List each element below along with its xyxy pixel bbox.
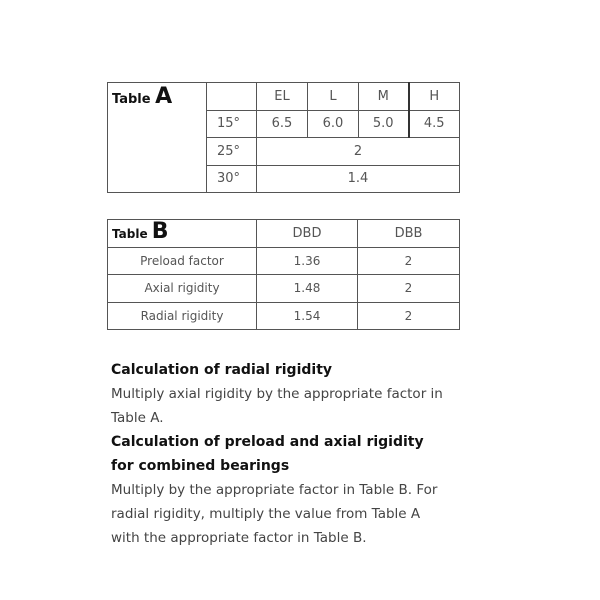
table-row: 15° 6.5 6.0 5.0 4.5 xyxy=(108,109,460,138)
cell: 1.54 xyxy=(256,301,358,330)
heading-radial-rigidity: Calculation of radial rigidity xyxy=(111,362,333,378)
table-b: Table B DBD DBB Preload factor 1.36 2 Ax… xyxy=(107,219,460,330)
angle-cell: 25° xyxy=(206,137,257,166)
angle-cell: 15° xyxy=(206,109,257,138)
table-row: 30° 1.4 xyxy=(108,164,460,193)
table-row: Preload factor 1.36 2 xyxy=(107,246,460,275)
table-a: Table A EL L M H 15° 6.5 6.0 5.0 4.5 25°… xyxy=(107,82,460,193)
cell: 1.48 xyxy=(256,274,358,303)
cell: 2 xyxy=(357,301,460,330)
table-row: Table B DBD DBB xyxy=(107,219,460,248)
cell: 6.0 xyxy=(307,109,359,138)
row-label: Radial rigidity xyxy=(107,301,257,330)
column-header: EL xyxy=(256,82,308,111)
column-header: M xyxy=(358,82,409,111)
paragraph: Multiply by the appropriate factor in Ta… xyxy=(111,482,438,546)
cell: 2 xyxy=(256,137,460,166)
cell: 1.36 xyxy=(256,246,358,275)
cell: 4.5 xyxy=(407,109,460,138)
table-b-title: Table B xyxy=(107,219,257,248)
column-header: DBB xyxy=(357,219,460,248)
angle-cell: 30° xyxy=(206,164,257,193)
table-row: Radial rigidity 1.54 2 xyxy=(107,301,460,330)
heading-combined-bearings: Calculation of preload and axial rigidit… xyxy=(111,434,424,474)
row-label: Axial rigidity xyxy=(107,274,257,303)
cell: 1.4 xyxy=(256,164,460,193)
cell: 6.5 xyxy=(256,109,308,138)
paragraph: Multiply axial rigidity by the appropria… xyxy=(111,386,443,426)
cell xyxy=(206,82,257,111)
table-row: Table A EL L M H xyxy=(107,82,460,193)
cell: 2 xyxy=(357,246,460,275)
explanation-text: Calculation of radial rigidity Multiply … xyxy=(111,358,451,550)
table-row: 25° 2 xyxy=(108,137,460,166)
column-header: DBD xyxy=(256,219,358,248)
row-label: Preload factor xyxy=(107,246,257,275)
cell: 5.0 xyxy=(358,109,409,138)
table-row: Axial rigidity 1.48 2 xyxy=(107,274,460,303)
column-header: L xyxy=(307,82,359,111)
table-a-title: Table A xyxy=(107,82,207,193)
column-header: H xyxy=(407,82,460,111)
cell: 2 xyxy=(357,274,460,303)
